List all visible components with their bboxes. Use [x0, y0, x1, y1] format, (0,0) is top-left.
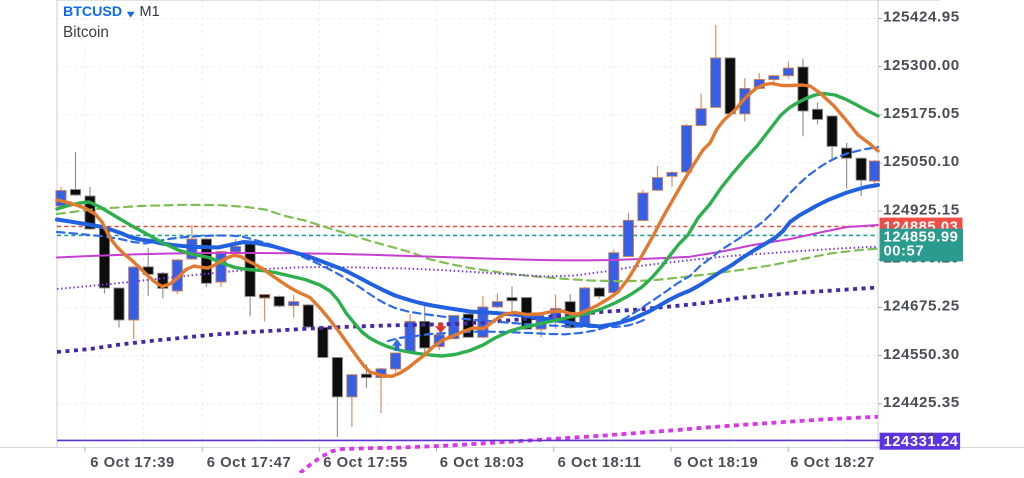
svg-text:125050.10: 125050.10 [883, 153, 960, 170]
svg-text:124550.30: 124550.30 [883, 346, 960, 363]
svg-text:124675.25: 124675.25 [883, 298, 960, 315]
svg-text:6 Oct 18:27: 6 Oct 18:27 [790, 455, 874, 471]
svg-text:6 Oct 17:39: 6 Oct 17:39 [90, 455, 174, 471]
svg-text:M1: M1 [140, 4, 160, 20]
svg-text:125300.00: 125300.00 [883, 57, 960, 74]
svg-text:124859.99: 124859.99 [884, 229, 959, 245]
svg-text:6 Oct 18:03: 6 Oct 18:03 [440, 455, 524, 471]
svg-text:6 Oct 18:19: 6 Oct 18:19 [674, 455, 758, 471]
svg-text:6 Oct 18:11: 6 Oct 18:11 [558, 455, 642, 471]
svg-text:00:57: 00:57 [884, 243, 925, 259]
svg-text:6 Oct 17:47: 6 Oct 17:47 [207, 455, 291, 471]
svg-text:6 Oct 17:55: 6 Oct 17:55 [323, 455, 407, 471]
svg-text:BTCUSD: BTCUSD [63, 4, 122, 20]
svg-text:124925.15: 124925.15 [883, 201, 960, 218]
svg-text:125175.05: 125175.05 [883, 105, 960, 122]
svg-text:124331.24: 124331.24 [884, 434, 959, 450]
svg-text:125424.95: 125424.95 [883, 9, 960, 26]
svg-text:124425.35: 124425.35 [883, 394, 960, 411]
svg-text:Bitcoin: Bitcoin [63, 24, 109, 41]
